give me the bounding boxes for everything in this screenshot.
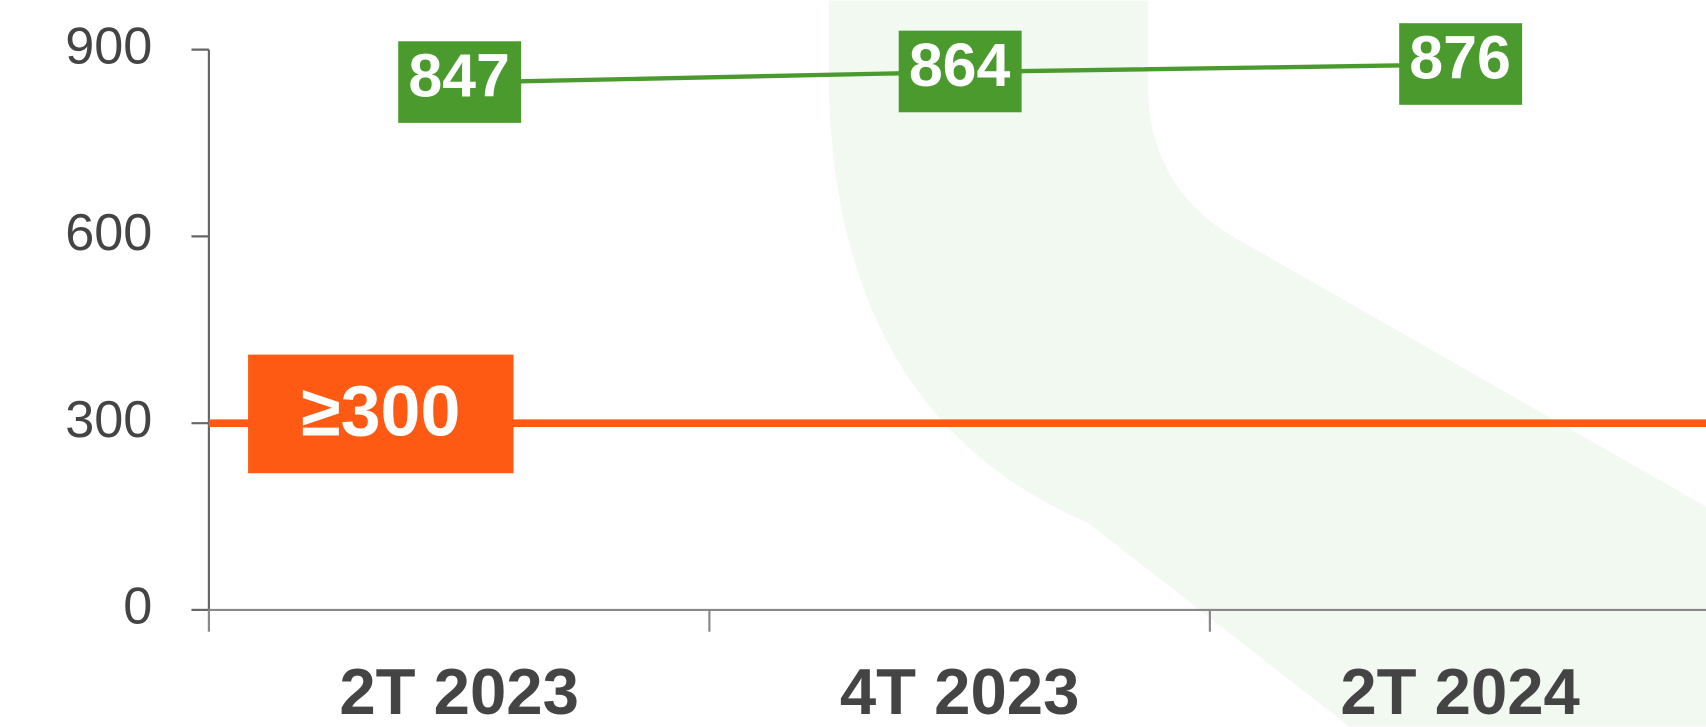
data-label: 876 xyxy=(1409,23,1511,91)
reference-label-box xyxy=(248,354,514,474)
data-label: 864 xyxy=(909,31,1011,99)
data-label-box xyxy=(898,30,1022,113)
data-label-box xyxy=(398,41,522,123)
y-tick-label: 900 xyxy=(65,17,152,75)
y-tick-label: 300 xyxy=(65,391,152,449)
data-label-box xyxy=(1399,23,1523,105)
data-label: 847 xyxy=(408,42,510,110)
y-tick-label: 0 xyxy=(123,578,152,636)
x-tick-label: 2T 2023 xyxy=(339,655,579,727)
y-tick-label: 600 xyxy=(65,204,152,262)
reference-label: ≥300 xyxy=(301,372,460,452)
background-shape xyxy=(829,0,1706,727)
x-tick-label: 4T 2023 xyxy=(840,655,1080,727)
x-tick-label: 2T 2024 xyxy=(1340,655,1580,727)
